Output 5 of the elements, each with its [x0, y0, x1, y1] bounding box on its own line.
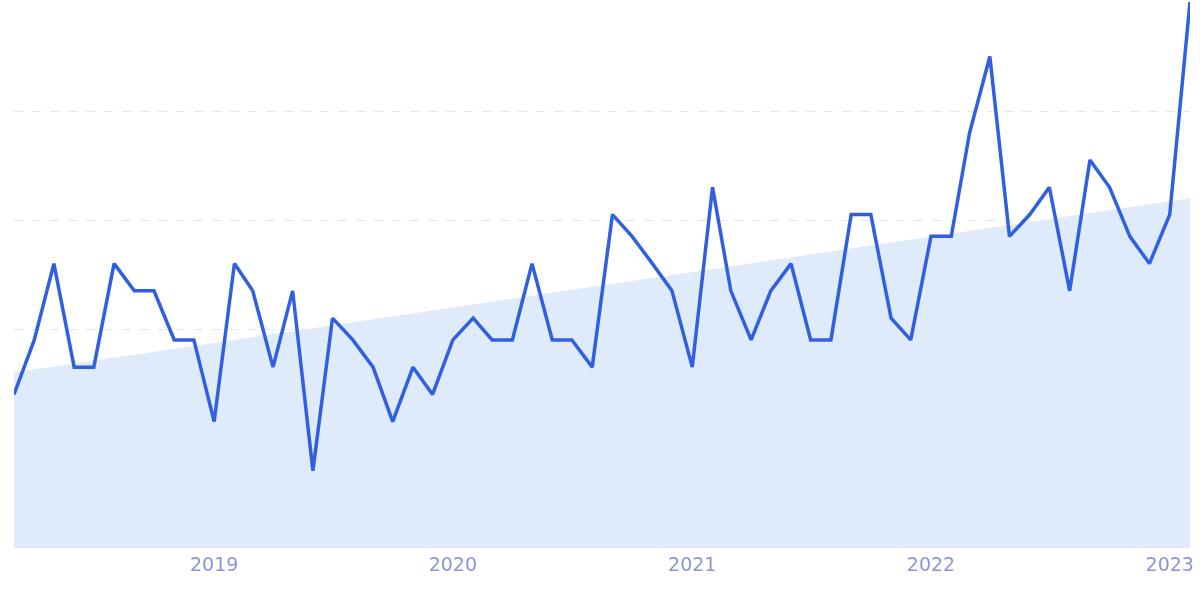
x-tick-label: 2021 — [668, 552, 717, 575]
x-tick-label: 2022 — [906, 552, 956, 575]
x-tick-label: 2019 — [189, 552, 239, 575]
x-tick-label: 2023 — [1145, 552, 1194, 575]
x-tick-label: 2020 — [428, 552, 478, 575]
